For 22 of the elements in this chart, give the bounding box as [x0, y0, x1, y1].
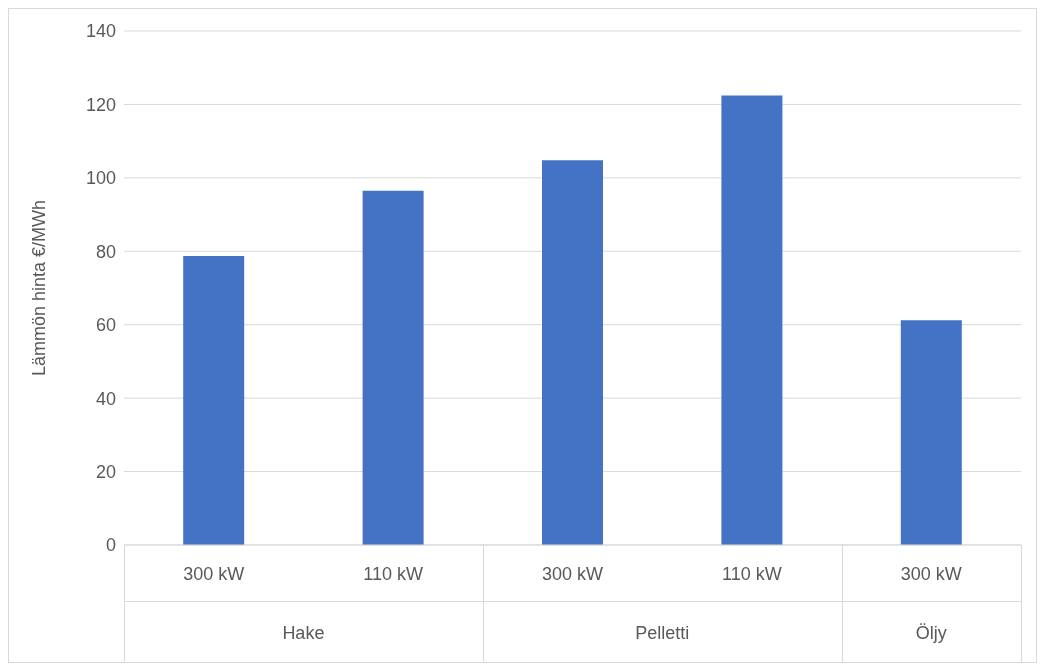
bar [721, 95, 783, 545]
x-tick-label: 110 kW [722, 563, 782, 584]
y-tick-label: 60 [95, 315, 116, 336]
y-tick-label: 140 [85, 21, 116, 42]
y-tick-label: 0 [105, 535, 116, 556]
y-tick-label: 40 [95, 388, 116, 409]
text: Hake [281, 623, 326, 644]
y-tick-label: 20 [95, 461, 116, 482]
y-tick-label: 120 [85, 94, 116, 115]
y-tick-label: 100 [85, 168, 116, 189]
x-tick-label: 300 kW [900, 563, 962, 584]
x-tick-label: 300 kW [183, 563, 245, 584]
bar [900, 320, 962, 545]
text: Öljy [914, 623, 948, 644]
bar [362, 190, 424, 545]
text: Pelletti [634, 623, 691, 644]
bar [542, 160, 603, 545]
x-tick-label: 110 kW [363, 563, 423, 584]
x-tick-label: 300 kW [541, 563, 604, 584]
y-tick-label: 80 [95, 241, 116, 262]
y-axis-title: Lämmön hinta €/MWh [29, 199, 50, 377]
bar [183, 256, 245, 545]
